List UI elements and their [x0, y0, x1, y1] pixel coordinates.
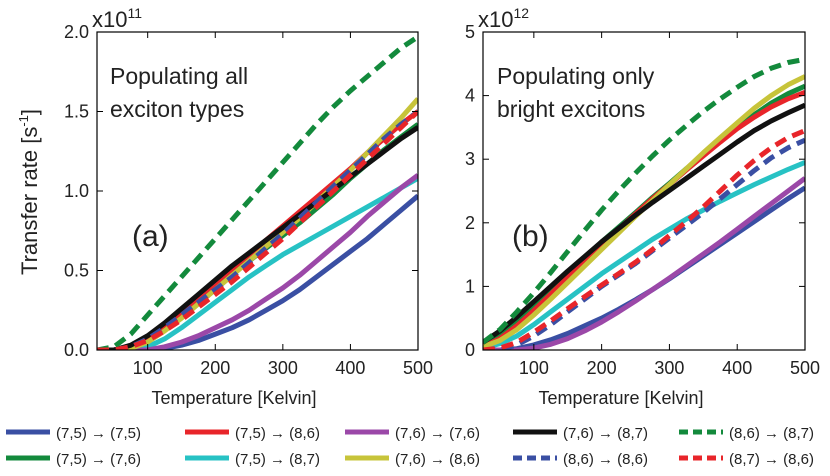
series-line-b-5	[483, 176, 805, 350]
y-tick-label-a: 0.0	[64, 340, 89, 360]
series-line-b-8	[483, 137, 805, 350]
x-tick-label-a: 100	[133, 358, 163, 378]
legend-label: (7,6) → (8,6)	[395, 451, 480, 468]
y-tick-label-b: 1	[465, 276, 475, 296]
x-tick-label-b: 100	[519, 358, 549, 378]
y-axis-label: Transfer rate [s-1]	[16, 109, 42, 275]
exponent-label-a: x1011	[92, 5, 142, 32]
x-tick-label-b: 200	[587, 358, 617, 378]
series-line-b-10	[483, 128, 805, 350]
legend-label: (8,7) → (8,6)	[729, 451, 814, 468]
plot-area-a: 100 200 300 400 500 0.0 0.5 1.0 1.5 2.0	[64, 22, 433, 378]
y-tick-label-a: 1.5	[64, 102, 89, 122]
x-axis-label-b: Temperature [Kelvin]	[538, 388, 703, 408]
x-tick-label-a: 200	[200, 358, 230, 378]
series-line-a-10	[97, 109, 418, 350]
exponent-label-b: x1012	[478, 5, 529, 32]
legend-label: (7,5) → (7,5)	[56, 425, 141, 442]
legend-label: (7,5) → (8,6)	[235, 425, 320, 442]
x-tick-label-b: 300	[654, 358, 684, 378]
y-tick-label-a: 0.5	[64, 261, 89, 281]
legend: (7,5) → (7,5) (7,5) → (8,6) (7,6) → (7,6) (…	[6, 425, 814, 468]
panel-b: x1012 100 200 300 400 500 0 1 2 3 4 5 Populating o…	[465, 5, 820, 408]
plot-frame-b	[482, 31, 806, 351]
x-tick-label-b: 500	[790, 358, 820, 378]
series-line-a-4	[97, 176, 418, 350]
y-tick-label-b: 3	[465, 149, 475, 169]
panel-a: x1011 100 200 300 400 500 0.0 0.5 1.0 1.5 2.0 Pop…	[64, 5, 433, 408]
x-axis-label-a: Temperature [Kelvin]	[151, 388, 316, 408]
x-tick-label-b: 400	[722, 358, 752, 378]
annotation-b-line2: bright excitons	[497, 96, 645, 122]
legend-label: (7,6) → (8,7)	[563, 425, 648, 442]
y-tick-label-a: 2.0	[64, 22, 89, 42]
y-tick-label-b: 5	[465, 22, 475, 42]
series-line-a-9	[97, 34, 418, 350]
series-line-b-7	[483, 102, 805, 345]
annotation-b-line1: Populating only	[497, 63, 655, 89]
plot-area-b: 100 200 300 400 500 0 1 2 3 4 5	[465, 22, 820, 378]
y-tick-label-b: 2	[465, 213, 475, 233]
panel-label-b: (b)	[512, 220, 549, 253]
series-line-a-5	[97, 173, 418, 350]
legend-label: (7,6) → (7,6)	[395, 425, 480, 442]
series-line-a-8	[97, 109, 418, 350]
x-tick-label-a: 400	[335, 358, 365, 378]
annotation-a-line1: Populating all	[110, 63, 248, 89]
series-line-a-7	[97, 125, 418, 350]
y-tick-label-b: 0	[465, 340, 475, 360]
legend-label: (7,5) → (7,6)	[56, 451, 141, 468]
y-tick-label-a: 1.0	[64, 181, 89, 201]
legend-label: (7,5) → (8,7)	[235, 451, 320, 468]
legend-label: (8,6) → (8,7)	[729, 425, 814, 442]
annotation-a-line2: exciton types	[110, 96, 244, 122]
series-line-b-4	[483, 160, 805, 350]
y-tick-label-b: 4	[465, 86, 475, 106]
x-tick-label-a: 300	[268, 358, 298, 378]
panel-label-a: (a)	[132, 220, 169, 253]
x-tick-label-a: 500	[403, 358, 433, 378]
legend-label: (8,6) → (8,6)	[563, 451, 648, 468]
